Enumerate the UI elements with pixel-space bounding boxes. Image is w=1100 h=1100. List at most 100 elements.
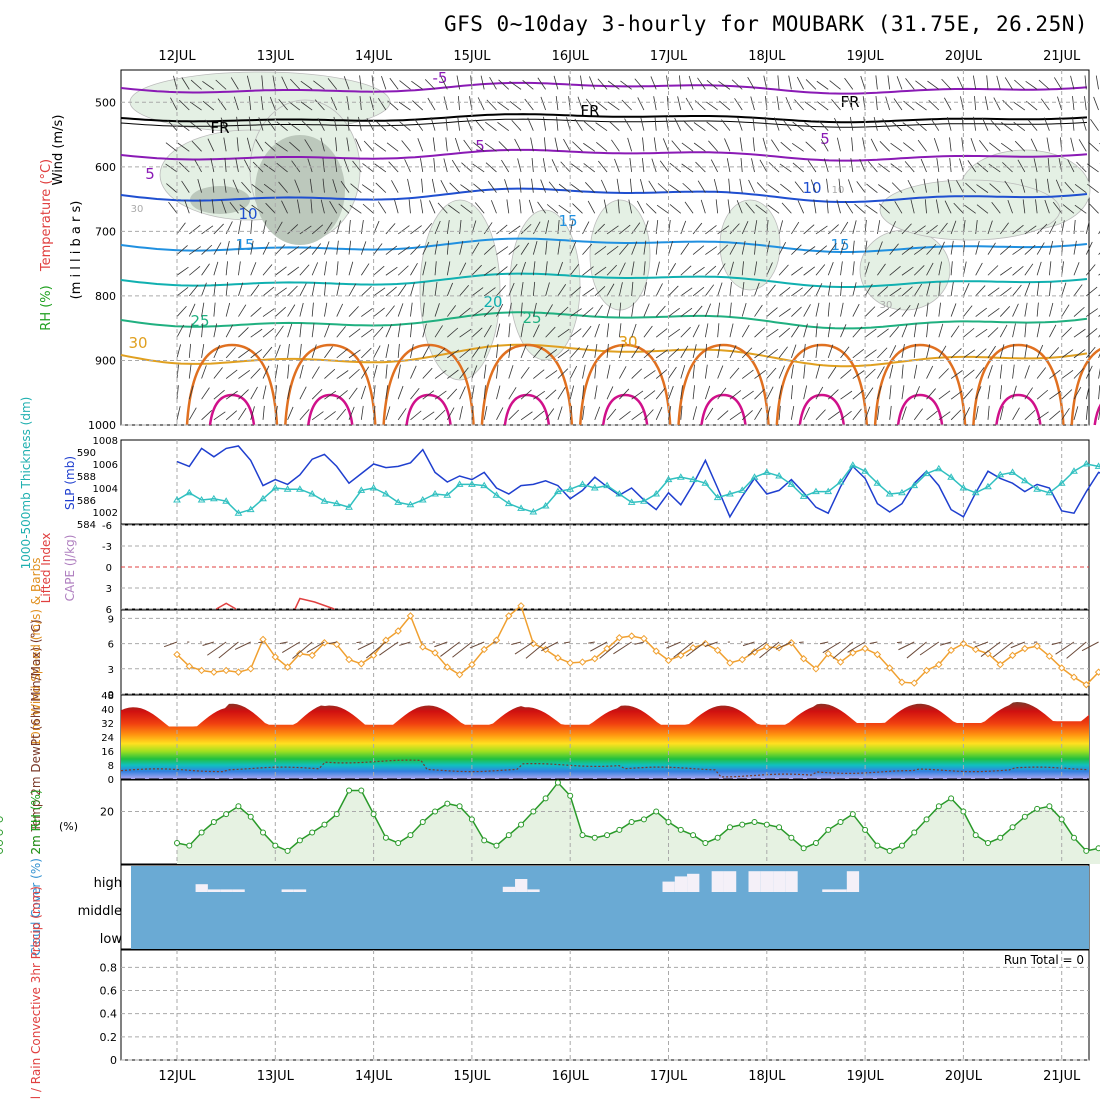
wind-speed-point [799,655,808,663]
wind-barb [355,138,362,152]
wind-barb [778,327,790,338]
rh2m-point [972,832,979,839]
wind-speed-point [849,649,857,657]
rh2m-point [296,837,303,844]
wind-barb [324,302,328,317]
wind-barb [360,241,367,255]
rh2m-point [174,840,180,846]
wind-barb [532,221,541,235]
date-label-top: 20JUL [945,49,983,64]
rh2m-point [223,811,230,818]
wind-barb [294,179,301,193]
cloud-level-label: low [100,932,123,947]
rh-label: RH (%) [39,285,54,330]
rh2m-point [1034,805,1041,812]
thickness-point [812,487,820,495]
wind-barb [360,263,370,276]
wind-barb [213,302,216,317]
wind10-barb [399,641,411,646]
wind-barb [188,303,196,317]
wind-barb [710,159,719,173]
wind-barb [201,302,205,317]
cloud-high-bar [232,889,245,892]
wind-barb [1012,323,1016,338]
wind-speed-point [664,656,673,665]
wind-barb [176,406,181,420]
wind-barb [614,158,620,173]
slp-tick: 1006 [93,460,118,471]
wind-barb [926,302,929,317]
wind-barb [1014,140,1026,152]
wind-barb [410,244,421,255]
wind-barb [794,181,804,193]
wind-barb [177,122,190,131]
rh2m-point [505,832,512,839]
wind-barb [759,159,768,173]
wind-barb [572,141,583,152]
precip-tick: 0.8 [100,961,118,974]
rh2m-point [751,819,758,825]
wind-barb [790,344,797,359]
wind-barb [300,80,313,90]
wind-barb [348,368,360,379]
wind-barb [1049,324,1057,338]
rh2m-point [776,824,783,831]
contour-30 [120,343,1088,368]
wind-barb [533,390,546,400]
thickness-point [873,479,882,486]
wind-barb [501,159,510,173]
thickness-point [676,473,685,480]
wind-barb [927,80,940,90]
wind-barb [1043,117,1050,131]
wind-speed-point [283,663,292,671]
wind-barb [329,201,338,214]
thickness-point [787,480,796,487]
wind-barb [181,180,190,193]
wind-tick: 3 [108,665,114,676]
wind-barb [803,364,806,379]
wind-barb [651,158,657,173]
slp-tick: 1002 [93,508,118,519]
wind-barb [704,364,708,379]
contour-35-arch [382,343,475,426]
wind-barb [262,328,275,338]
wind-barb [532,324,540,338]
wind-barb [410,388,420,400]
wind10-barb [974,641,989,648]
rh2m-label: 2m RH (%) [29,789,43,854]
wind-barb [519,178,522,193]
wind-barb [619,388,630,400]
thickness-point [283,485,292,492]
wind-barb [430,117,436,131]
wind-barb [445,137,448,152]
wind-barb [618,323,622,338]
thickness-tick: 588 [77,472,96,483]
wind-barb [496,364,499,379]
wind-speed-point [578,658,587,666]
wind-speed-point [898,678,906,686]
wind-barb [434,369,447,379]
wind10-barb [747,641,768,656]
rh2m-point [800,845,807,852]
wind-barb [717,323,720,338]
wind-barb [287,406,294,420]
wind-barb [840,410,852,421]
wind-barb [796,76,805,90]
thickness-point [652,490,661,497]
date-label-bottom: 14JUL [355,1069,393,1084]
wind-speed-point [1094,668,1100,676]
wind-barb [443,158,448,173]
date-label-top: 16JUL [552,49,590,64]
wind-barb [973,116,977,131]
wind-barb [706,80,718,90]
wind-barb [434,281,438,296]
wind-barb [938,261,943,276]
wind-barb [1012,385,1017,400]
wind-barb [864,406,871,420]
wind-barb [582,344,589,359]
wind-barb [671,140,682,152]
wind-barb [933,137,940,152]
wind-barb [324,411,336,421]
contour-40-arch [307,393,354,426]
wind-barb [250,240,254,255]
